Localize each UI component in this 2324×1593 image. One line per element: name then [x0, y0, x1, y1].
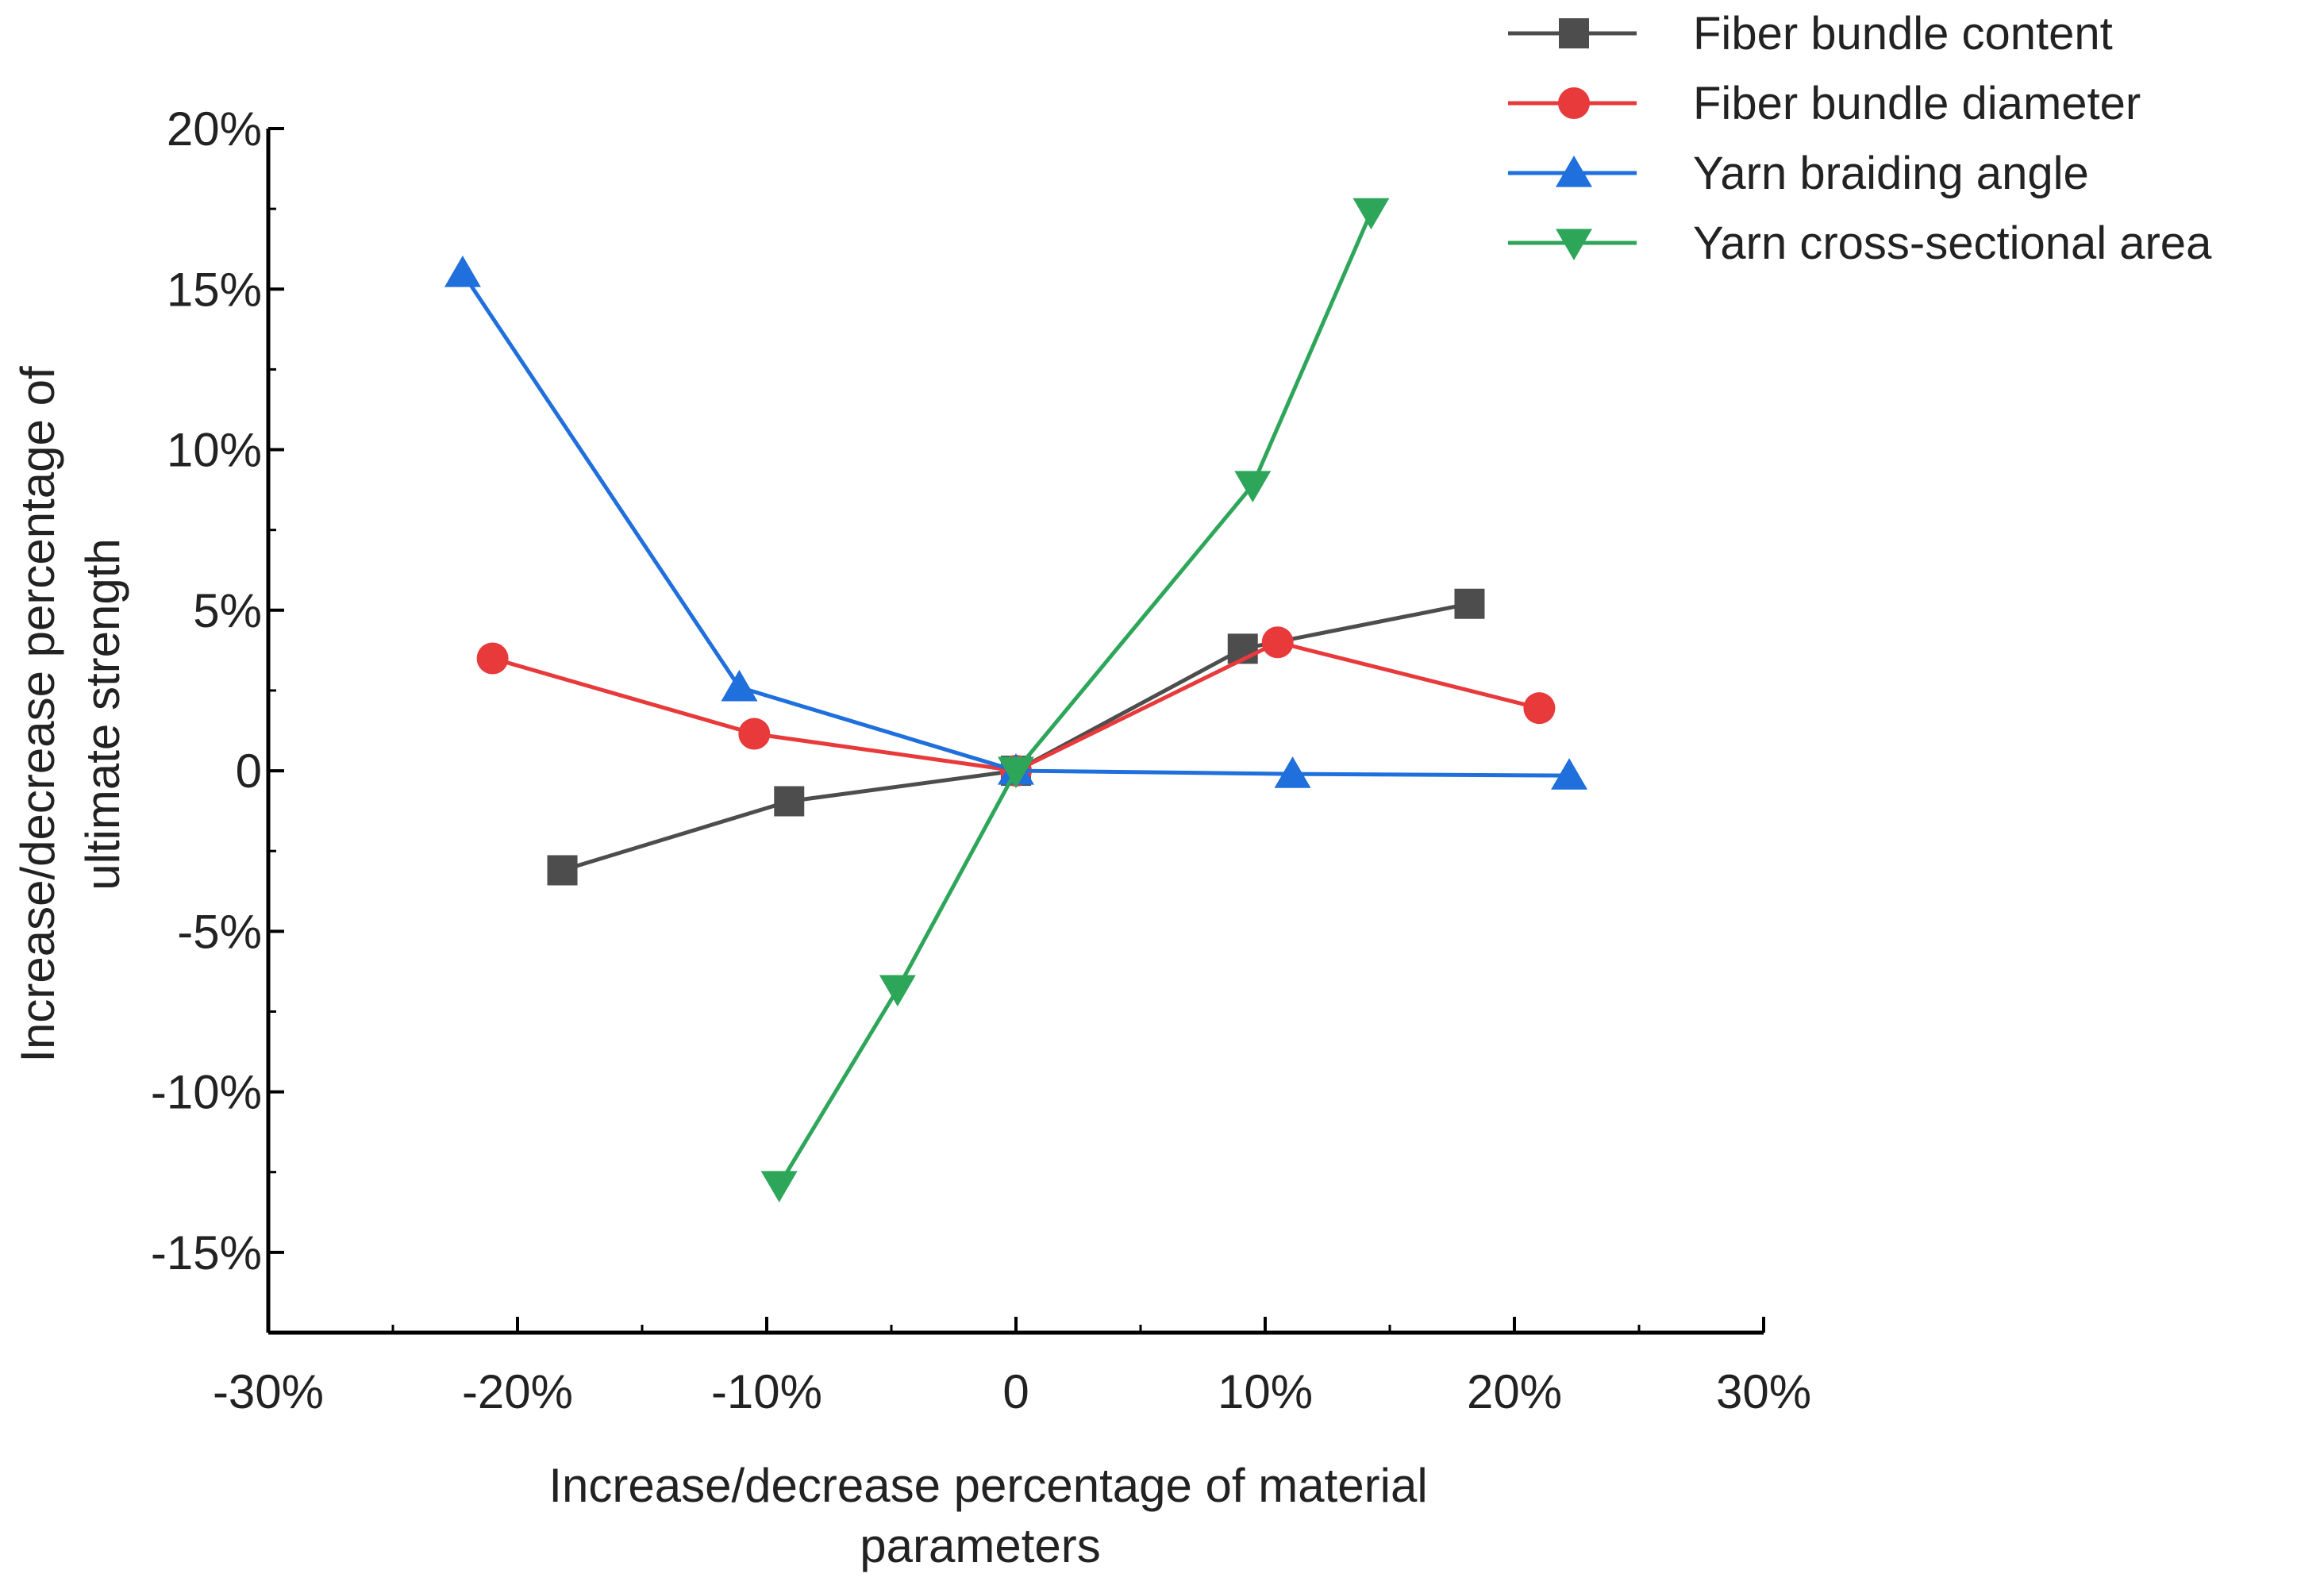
legend-item-3: Yarn cross-sectional area	[1508, 217, 2212, 269]
legend-label-1: Fiber bundle diameter	[1693, 78, 2141, 129]
series-1-point-4	[1523, 692, 1556, 725]
y-tick-label-2: 10%	[167, 424, 262, 477]
series-0-point-4	[1454, 588, 1485, 619]
series	[444, 198, 1588, 1202]
series-2-point-0	[444, 256, 481, 287]
legend-label-0: Fiber bundle content	[1693, 8, 2113, 60]
legend-marker-3	[1556, 229, 1592, 260]
y-tick-label-1: 15%	[167, 263, 262, 316]
series-2-point-3	[1274, 756, 1311, 788]
series-line-0	[561, 602, 1470, 872]
series-0	[547, 588, 1485, 886]
y-tick-label-7: -15%	[151, 1226, 262, 1279]
y-axis-title-line-1: Increase/decrease percentage of	[11, 366, 64, 1063]
legend-item-0: Fiber bundle content	[1508, 8, 2113, 60]
x-tick-label-5: 20%	[1467, 1365, 1562, 1418]
legend-item-2: Yarn braiding angle	[1508, 148, 2089, 199]
x-tick-label-6: 30%	[1716, 1365, 1811, 1418]
y-tick-label-5: -5%	[177, 905, 262, 958]
axis-titles: Increase/decrease percentage of material…	[11, 366, 1428, 1572]
legend-label-3: Yarn cross-sectional area	[1693, 217, 2212, 269]
series-3-point-3	[1234, 471, 1272, 503]
series-0-point-1	[774, 786, 805, 817]
series-2-point-1	[721, 669, 758, 702]
series-3-point-2	[998, 756, 1034, 789]
axes	[266, 129, 1764, 1335]
series-line-3	[777, 211, 1373, 1187]
legend-item-1: Fiber bundle diameter	[1508, 78, 2141, 129]
legend-marker-1	[1558, 87, 1590, 119]
series-3-point-1	[879, 975, 916, 1007]
series-3	[760, 198, 1390, 1202]
x-axis-title-line-1: Increase/decrease percentage of material	[548, 1459, 1427, 1512]
legend-marker-2	[1556, 156, 1592, 187]
series-1-point-1	[738, 718, 771, 750]
ticks: -30% -20% -10% 0 10% 20% 30% 20% 15% 10% 5% 0 -5% -10…	[151, 102, 1811, 1418]
series-2-point-4	[1551, 758, 1588, 790]
y-tick-label-6: -10%	[151, 1066, 262, 1119]
y-tick-label-4: 0	[236, 745, 262, 798]
y-tick-label-0: 20%	[167, 102, 262, 156]
series-1-point-0	[476, 642, 509, 675]
legend-marker-0	[1559, 18, 1589, 48]
x-tick-label-2: -10%	[711, 1365, 822, 1418]
series-3-point-4	[1352, 198, 1390, 230]
series-2	[444, 256, 1588, 790]
y-axis-title-line-2: ultimate strength	[76, 538, 129, 891]
x-tick-label-4: 10%	[1218, 1365, 1313, 1418]
x-tick-label-0: -30%	[213, 1365, 324, 1418]
series-line-1	[491, 640, 1541, 773]
legend-label-2: Yarn braiding angle	[1693, 148, 2089, 199]
y-tick-label-3: 5%	[193, 584, 262, 637]
series-3-point-0	[760, 1171, 798, 1202]
legend: Fiber bundle content Fiber bundle diamete…	[1508, 8, 2212, 269]
series-line-2	[460, 271, 1570, 778]
series-1-point-3	[1261, 626, 1294, 659]
x-tick-label-1: -20%	[462, 1365, 573, 1418]
x-tick-label-3: 0	[1002, 1365, 1029, 1418]
series-0-point-0	[547, 855, 578, 886]
x-axis-title-line-2: parameters	[860, 1519, 1100, 1572]
